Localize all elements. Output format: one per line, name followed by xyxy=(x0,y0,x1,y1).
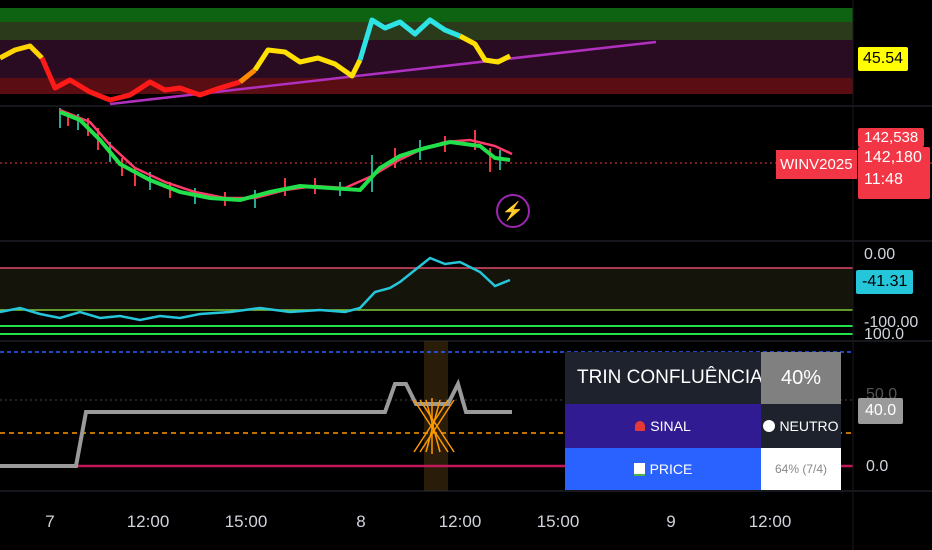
time-label-5: 15:00 xyxy=(536,512,580,531)
bar-countdown: 11:48 xyxy=(864,171,903,188)
rsi-value-tag: -41.31 xyxy=(856,270,914,294)
last-price: 142,180 xyxy=(864,149,922,166)
time-label-4: 12:00 xyxy=(438,512,482,531)
time-label-3: 8 xyxy=(356,512,366,531)
time-label-1: 12:00 xyxy=(126,512,170,531)
top-osc-value-tag: 45.54 xyxy=(858,47,909,71)
top-oscillator-pane xyxy=(0,8,853,106)
trin-title-value-cell: 40% xyxy=(761,352,841,404)
time-label-6: 9 xyxy=(666,512,676,531)
price-pane xyxy=(0,108,932,208)
high-price-tag: 142,538 xyxy=(858,128,925,147)
trin-title-cell: TRIN CONFLUÊNCIA xyxy=(565,352,761,404)
time-label-7: 12:00 xyxy=(748,512,792,531)
white-circle-icon xyxy=(763,420,776,432)
bar-chart-icon xyxy=(633,462,645,476)
trin-title: TRIN CONFLUÊNCIA xyxy=(577,367,761,388)
rsi-pane xyxy=(0,256,853,335)
trin-value-tag: 40.0 xyxy=(858,398,904,424)
trin-tick-0: 0.0 xyxy=(866,458,889,475)
signal-value: NEUTRO xyxy=(779,418,839,434)
price-value-cell: 64% (7/4) xyxy=(761,448,841,490)
trin-confluence-table: TRIN CONFLUÊNCIA 40% SINAL NEUTRO PRICE … xyxy=(565,352,841,490)
price-value: 64% (7/4) xyxy=(774,462,828,476)
signal-value-cell: NEUTRO xyxy=(761,404,841,448)
last-price-tag: 142,180 11:48 xyxy=(858,147,930,199)
signal-label-cell: SINAL xyxy=(565,404,761,448)
time-label-2: 15:00 xyxy=(224,512,268,531)
rsi-tick-100: 100.0 xyxy=(864,326,905,343)
trin-title-value: 40% xyxy=(780,366,822,389)
time-label-0: 7 xyxy=(45,512,55,531)
signal-label: SINAL xyxy=(650,418,691,434)
price-label-cell: PRICE xyxy=(565,448,761,490)
lightning-icon[interactable]: ⚡ xyxy=(496,194,530,228)
rsi-tick-100-neg: -100.00 xyxy=(864,314,919,331)
price-label: PRICE xyxy=(649,461,693,477)
symbol-tag: WINV2025 xyxy=(776,150,857,179)
siren-icon xyxy=(635,421,646,431)
rsi-tick-0: 0.00 xyxy=(864,246,896,263)
